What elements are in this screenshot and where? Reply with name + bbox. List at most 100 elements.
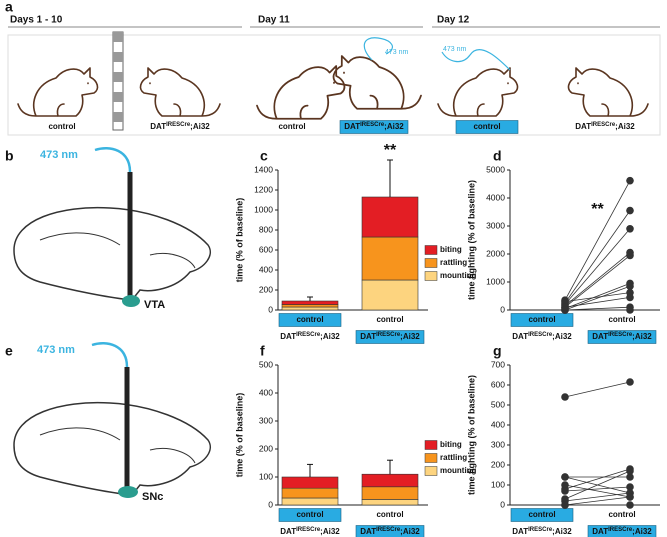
- pair-line: [564, 228, 631, 305]
- label-text: control: [278, 122, 305, 131]
- y-tick-label: 100: [491, 479, 505, 489]
- label: DATIRESCre;Ai32: [587, 330, 657, 344]
- genotype-base: DAT: [280, 527, 296, 536]
- bar-segment: [281, 497, 339, 506]
- bar-segment: [361, 196, 419, 238]
- y-tick-label: 800: [259, 224, 273, 234]
- wavelength: 473 nm: [40, 149, 78, 161]
- section-title: Day 11: [258, 15, 290, 26]
- y-tick-label: 700: [491, 359, 505, 369]
- label: control: [376, 510, 403, 519]
- bar-segment: [281, 304, 339, 308]
- pair-line: [564, 484, 631, 498]
- label: control: [278, 122, 305, 131]
- panel-label: d: [493, 148, 502, 164]
- genotype-base: DAT: [360, 332, 376, 341]
- y-tick-label: 0: [268, 499, 273, 509]
- mouse: [17, 67, 99, 117]
- label-text: DATIRESCre;Ai32: [360, 332, 420, 342]
- y-tick-label: 0: [268, 304, 273, 314]
- brain-diagram: [13, 146, 211, 307]
- genotype-suffix: ;Ai32: [384, 122, 404, 131]
- y-tick-label: 1000: [486, 276, 505, 286]
- highlight-box: [355, 525, 425, 537]
- data-point: [561, 393, 569, 401]
- region: SNc: [142, 491, 163, 503]
- data-point: [626, 483, 634, 491]
- label: control: [510, 508, 574, 522]
- genotype-sup: IRESCre: [608, 527, 633, 533]
- section-title: Days 1 - 10: [10, 15, 63, 26]
- label: control: [278, 313, 342, 327]
- data-point: [626, 501, 634, 509]
- data-point: [626, 493, 634, 501]
- label-text: DATIRESCre;Ai32: [512, 527, 572, 537]
- label: control: [455, 120, 519, 134]
- pair-line: [564, 306, 631, 311]
- label: DATIRESCre;Ai32: [512, 527, 572, 537]
- data-point: [626, 293, 634, 302]
- bar-segment: [281, 487, 339, 499]
- pair-line: [564, 255, 631, 308]
- bar-segment: [361, 499, 419, 506]
- genotype-base: DAT: [344, 122, 360, 131]
- label-text: DATIRESCre;Ai32: [592, 527, 652, 537]
- label: control: [608, 315, 635, 324]
- label-text: DATIRESCre;Ai32: [360, 527, 420, 537]
- label-text: control: [48, 122, 75, 131]
- data-point: [626, 473, 634, 481]
- data-point: [626, 467, 634, 475]
- y-tick-label: 200: [259, 443, 273, 453]
- genotype-suffix: ;Ai32: [552, 527, 572, 536]
- panel-frame: [7, 34, 661, 136]
- genotype-base: DAT: [592, 332, 608, 341]
- y-tick-label: 300: [491, 439, 505, 449]
- legend-swatch: [424, 258, 438, 268]
- genotype-suffix: ;Ai32: [552, 332, 572, 341]
- y-tick-label: 100: [259, 471, 273, 481]
- y-axis-label: time (% of baseline): [234, 198, 244, 283]
- genotype-base: DAT: [512, 527, 528, 536]
- data-point: [626, 282, 634, 291]
- label-text: DATIRESCre;Ai32: [280, 527, 340, 537]
- bar-segment: [361, 486, 419, 500]
- pair-line: [564, 283, 631, 309]
- genotype-suffix: ;Ai32: [632, 332, 652, 341]
- label: DATIRESCre;Ai32: [587, 525, 657, 537]
- mouse: [437, 67, 519, 117]
- genotype-sup: IRESCre: [296, 332, 321, 338]
- label-text: DATIRESCre;Ai32: [150, 122, 210, 132]
- y-tick-label: 200: [259, 284, 273, 294]
- y-tick-label: 2000: [486, 248, 505, 258]
- significance: **: [591, 201, 604, 218]
- legend-label: rattling: [440, 258, 467, 267]
- highlight-box: [587, 330, 657, 344]
- pair-line: [564, 292, 631, 302]
- genotype-base: DAT: [592, 527, 608, 536]
- data-point: [626, 378, 634, 386]
- genotype-sup: IRESCre: [376, 332, 401, 338]
- bar-segment: [361, 279, 419, 311]
- y-tick-label: 5000: [486, 164, 505, 174]
- legend-swatch: [424, 271, 438, 281]
- legend-label: biting: [440, 245, 462, 254]
- pair-line: [564, 180, 631, 301]
- genotype-sup: IRESCre: [166, 122, 191, 128]
- label-text: control: [296, 510, 323, 519]
- bar-segment: [361, 236, 419, 281]
- pair-line: [564, 210, 631, 304]
- y-tick-label: 0: [500, 499, 505, 509]
- y-tick-label: 400: [259, 264, 273, 274]
- pair-line: [564, 252, 631, 307]
- label: control: [278, 508, 342, 522]
- y-tick-label: 600: [491, 379, 505, 389]
- highlight-box: [355, 330, 425, 344]
- panel-label: e: [5, 343, 13, 359]
- pair-line: [564, 470, 631, 500]
- genotype-sup: IRESCre: [528, 332, 553, 338]
- region: VTA: [144, 299, 165, 311]
- highlight-box: [278, 313, 342, 327]
- genotype-base: DAT: [360, 527, 376, 536]
- label-text: DATIRESCre;Ai32: [344, 122, 404, 132]
